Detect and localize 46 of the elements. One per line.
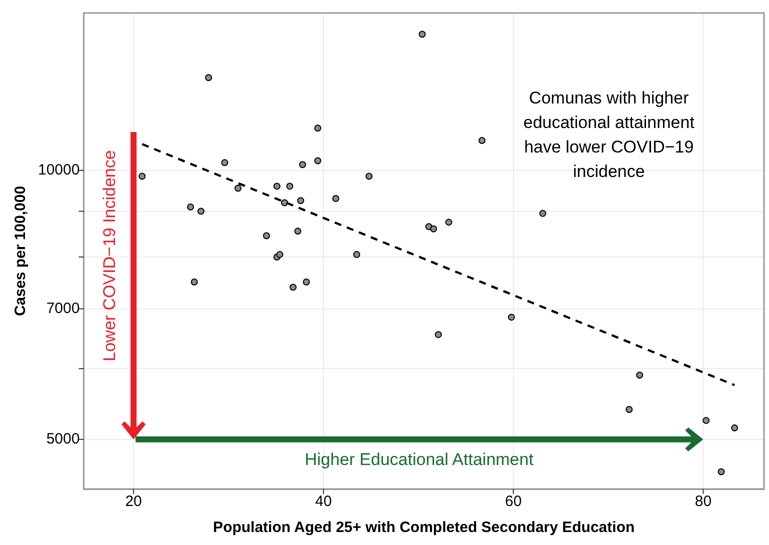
point xyxy=(290,284,297,291)
point xyxy=(286,182,294,190)
x-tick-label: 20 xyxy=(125,493,142,510)
point xyxy=(276,251,284,258)
point xyxy=(221,159,228,166)
point xyxy=(299,161,306,168)
point xyxy=(234,184,242,192)
annotation: Comunas with higher educational attainment have lower COVID−19 incidence xyxy=(523,88,695,181)
point xyxy=(190,278,198,286)
y-tick-label: 5000 xyxy=(46,430,80,448)
annotation: Higher Educational Attainment xyxy=(304,450,534,470)
point xyxy=(302,278,310,286)
point xyxy=(138,172,146,180)
point xyxy=(430,225,438,232)
point xyxy=(205,74,212,82)
point xyxy=(314,124,322,132)
y-axis-title: Cases per 100,000 xyxy=(12,186,30,316)
point xyxy=(187,203,194,210)
point xyxy=(702,416,710,424)
point xyxy=(539,210,546,217)
x-tick-label: 80 xyxy=(694,493,712,510)
point xyxy=(718,468,725,476)
point xyxy=(434,331,442,338)
point xyxy=(636,372,644,379)
x-tick-label: 40 xyxy=(315,493,332,510)
point xyxy=(508,314,515,321)
point xyxy=(478,136,486,144)
point xyxy=(418,30,426,38)
point xyxy=(366,172,373,180)
point xyxy=(731,424,738,432)
point xyxy=(262,232,270,240)
point xyxy=(297,197,304,204)
y-tick-label: 7000 xyxy=(46,300,80,317)
point xyxy=(626,406,633,414)
x-tick-label: 60 xyxy=(505,493,522,510)
y-tick-label: 10000 xyxy=(38,162,80,179)
point xyxy=(281,199,288,206)
point xyxy=(273,182,280,190)
x-axis-title: Population Aged 25+ with Completed Secondary Education xyxy=(213,519,635,536)
annotation: Lower COVID−19 Incidence xyxy=(100,150,120,362)
point xyxy=(314,157,322,164)
point xyxy=(353,251,360,258)
point xyxy=(294,228,302,235)
point xyxy=(445,218,452,226)
point xyxy=(332,195,340,202)
point xyxy=(197,208,204,215)
